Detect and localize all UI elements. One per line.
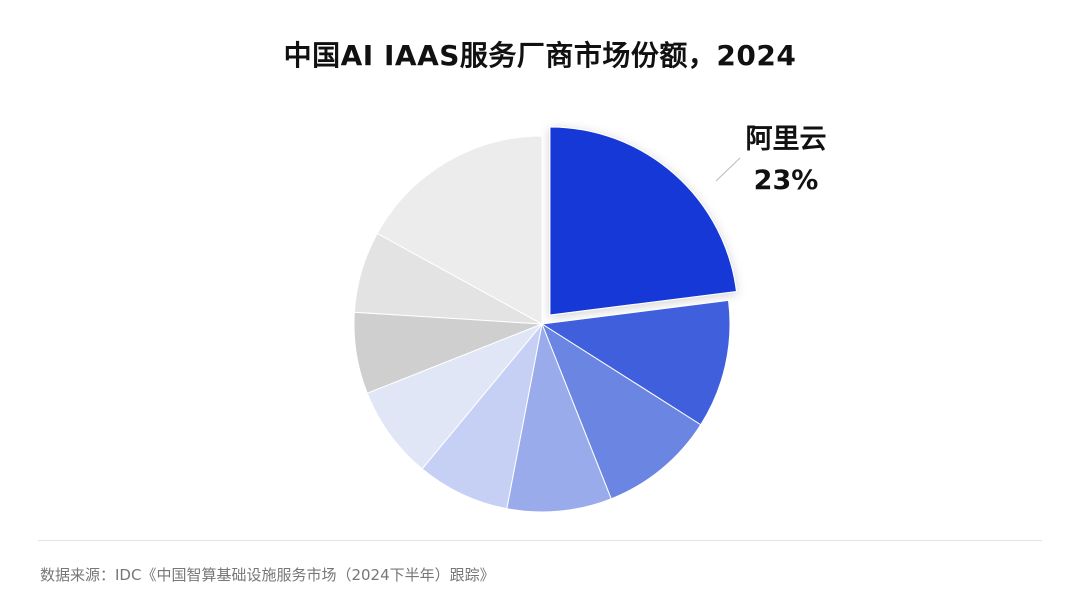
source-note: 数据来源：IDC《中国智算基础设施服务市场（2024下半年）跟踪》 (40, 566, 495, 584)
pie-slice (506, 322, 612, 513)
slice-label-aliyun: 阿里云 (746, 124, 827, 155)
source-divider (38, 540, 1042, 541)
pie-slice (421, 323, 543, 510)
pie-slice (540, 322, 702, 500)
slice-value-aliyun: 23% (754, 165, 819, 196)
pie-slice-highlight (549, 126, 738, 316)
chart-title: 中国AI IAAS服务厂商市场份额，2024 (283, 39, 797, 72)
pie-slice (376, 135, 543, 325)
pie-slice (540, 299, 731, 426)
pie-slices (353, 126, 738, 513)
slice-label-leader-line (715, 157, 741, 182)
pie-chart: 阿里云 23% (353, 124, 827, 513)
pie-slice (366, 323, 543, 470)
